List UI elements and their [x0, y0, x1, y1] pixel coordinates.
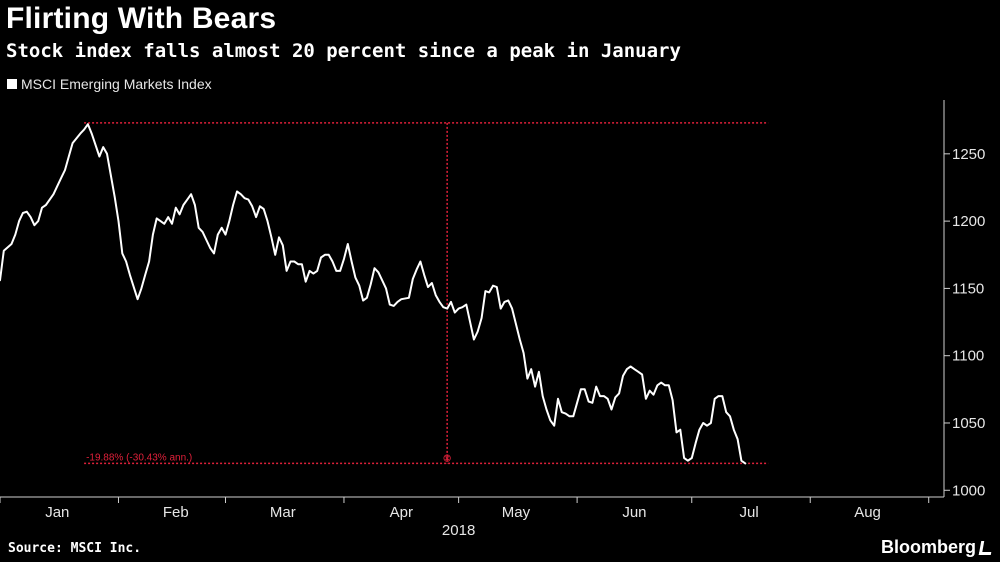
x-tick-label: May [502, 504, 531, 521]
series-line-msci-em [0, 123, 747, 465]
brand-logo: Bloomberg [880, 537, 994, 558]
x-tick-label: Feb [163, 504, 189, 521]
legend-label: MSCI Emerging Markets Index [21, 76, 212, 92]
drawdown-label: -19.88% (-30.43% ann.) [86, 452, 192, 463]
chart-subtitle: Stock index falls almost 20 percent sinc… [6, 40, 681, 62]
legend: MSCI Emerging Markets Index [7, 76, 212, 92]
legend-swatch [7, 79, 17, 89]
y-tick-label: 1100 [952, 348, 984, 365]
x-tick-label: Mar [270, 504, 296, 521]
x-tick-label: Aug [854, 504, 881, 521]
y-tick-label: 1250 [952, 146, 985, 163]
y-tick-label: 1200 [952, 213, 985, 230]
drawdown-marker-icon: ⊗ [443, 451, 452, 464]
y-tick-label: 1050 [952, 415, 985, 432]
x-tick-label: Jan [45, 504, 69, 521]
x-year-label: 2018 [442, 522, 475, 539]
y-tick-label: 1150 [952, 280, 984, 297]
source-note: Source: MSCI Inc. [8, 541, 142, 556]
brand-name: Bloomberg [880, 537, 976, 557]
x-tick-label: Jun [622, 504, 646, 521]
chart-title: Flirting With Bears [6, 2, 277, 35]
y-tick-label: 1000 [952, 482, 985, 499]
bloomberg-mark-icon [978, 540, 994, 555]
x-tick-label: Jul [739, 504, 758, 521]
x-tick-label: Apr [390, 504, 413, 521]
